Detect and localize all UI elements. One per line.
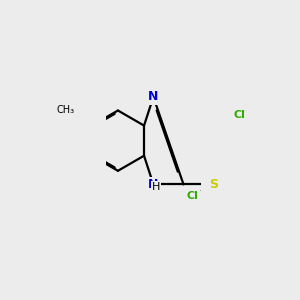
Text: N: N: [148, 178, 158, 191]
Text: N: N: [148, 90, 158, 104]
Text: S: S: [209, 178, 218, 191]
Text: H: H: [152, 182, 160, 192]
Text: CH₃: CH₃: [57, 104, 75, 115]
Text: Cl: Cl: [234, 110, 246, 120]
Text: Cl: Cl: [187, 191, 199, 201]
